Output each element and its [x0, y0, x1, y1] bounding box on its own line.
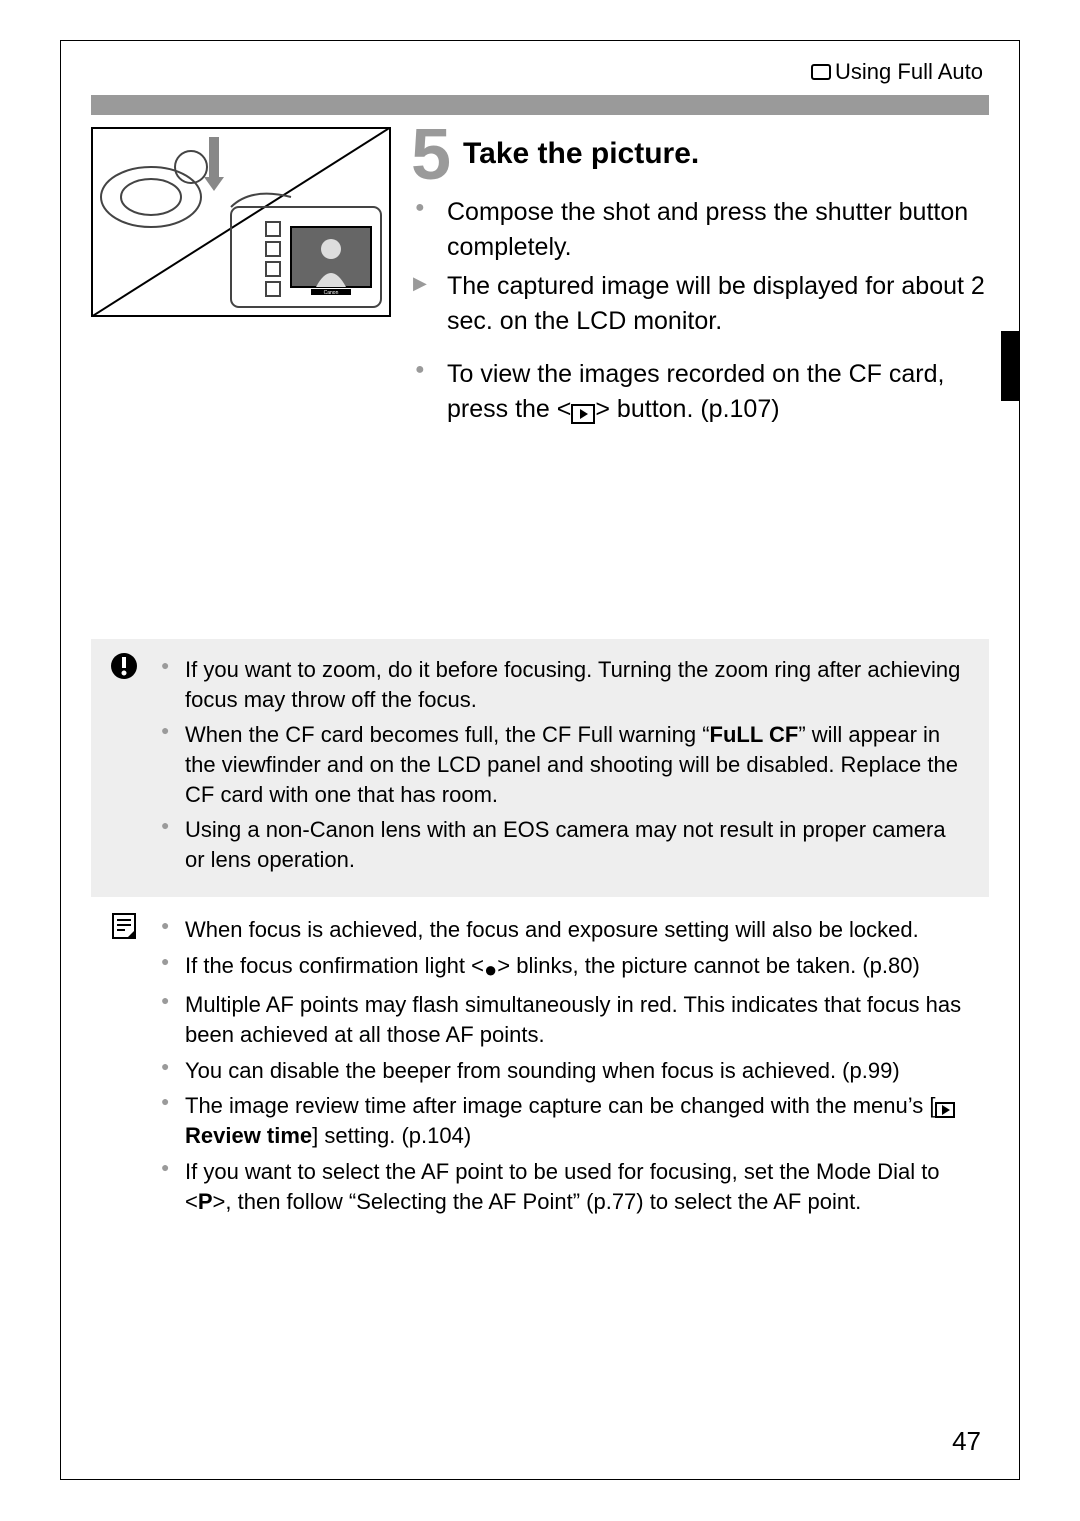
note-list: When focus is achieved, the focus and ex…	[161, 915, 969, 1216]
note-item: If you want to select the AF point to be…	[161, 1157, 969, 1216]
note-icon	[109, 911, 139, 941]
step-lower-item: To view the images recorded on the CF ca…	[447, 357, 989, 427]
mode-p-bold: P	[198, 1189, 213, 1214]
step-title: Take the picture.	[463, 127, 699, 171]
step-result-item: The captured image will be displayed for…	[447, 269, 989, 339]
step-lower-list: To view the images recorded on the CF ca…	[411, 357, 989, 427]
lower-suffix: > button. (p.107)	[595, 395, 779, 423]
svg-text:Canon: Canon	[324, 290, 339, 296]
warning-bold: FuLL CF	[710, 722, 799, 747]
step-heading: 5 Take the picture.	[411, 127, 989, 185]
warning-item: When the CF card becomes full, the CF Fu…	[161, 720, 969, 809]
note-box: When focus is achieved, the focus and ex…	[91, 899, 989, 1238]
caution-icon	[109, 651, 139, 681]
note-item: The image review time after image captur…	[161, 1091, 969, 1150]
header-divider-bar	[91, 95, 989, 115]
review-time-bold: Review time	[185, 1123, 312, 1148]
note-item: You can disable the beeper from sounding…	[161, 1056, 969, 1086]
note-item: Multiple AF points may flash simultaneou…	[161, 990, 969, 1049]
header-text: Using Full Auto	[835, 59, 983, 85]
note-item: If the focus confirmation light <●> blin…	[161, 951, 969, 985]
camera-line-art-icon: Canon	[91, 127, 391, 317]
warning-list: If you want to zoom, do it before focusi…	[161, 655, 969, 875]
section-edge-tab	[1001, 331, 1019, 401]
full-auto-mode-icon	[811, 64, 831, 80]
step-text-column: 5 Take the picture. Compose the shot and…	[411, 127, 989, 431]
header-section-label: Using Full Auto	[811, 59, 983, 85]
warning-box: If you want to zoom, do it before focusi…	[91, 639, 989, 897]
step-number: 5	[411, 127, 451, 185]
main-content: Canon 5 Take the picture. Compose the sh…	[91, 127, 989, 431]
page-number: 47	[952, 1426, 981, 1457]
camera-shutter-illustration: Canon	[91, 127, 391, 317]
step-bullet-list: Compose the shot and press the shutter b…	[411, 195, 989, 339]
manual-page: Using Full Auto	[60, 40, 1020, 1480]
playback-button-icon	[571, 404, 595, 424]
warning-item: If you want to zoom, do it before focusi…	[161, 655, 969, 714]
step-5-block: Canon 5 Take the picture. Compose the sh…	[91, 127, 989, 431]
step-bullet-item: Compose the shot and press the shutter b…	[447, 195, 989, 265]
focus-dot-icon: ●	[484, 955, 497, 985]
warning-item: Using a non-Canon lens with an EOS camer…	[161, 815, 969, 874]
playback-menu-icon	[935, 1102, 955, 1118]
note-item: When focus is achieved, the focus and ex…	[161, 915, 969, 945]
